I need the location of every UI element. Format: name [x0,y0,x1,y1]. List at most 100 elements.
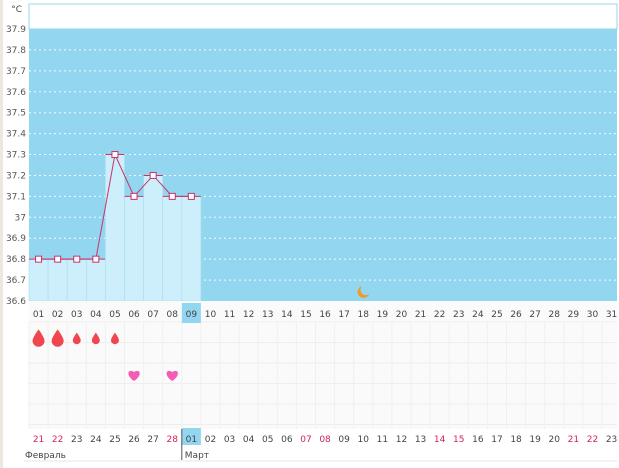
cycle-day-label[interactable]: 25 [491,310,502,320]
blood-drop-icon [91,332,100,345]
cycle-day-label[interactable]: 10 [205,310,217,320]
plot-header-area [28,3,618,30]
calendar-date-label[interactable]: 06 [281,435,293,445]
calendar-date-label[interactable]: 12 [396,435,407,445]
y-tick-label: 37.6 [6,88,26,98]
cycle-day-label[interactable]: 29 [568,310,580,320]
cycle-day-label[interactable]: 13 [262,310,273,320]
calendar-date-label[interactable]: 23 [606,435,617,445]
temperature-point[interactable] [149,171,157,179]
cycle-day-label[interactable]: 01 [33,310,44,320]
temperature-bar[interactable] [66,258,87,302]
calendar-date-label[interactable]: 22 [587,435,598,445]
cycle-day-label[interactable]: 05 [109,310,120,320]
calendar-date-label[interactable]: 19 [529,435,541,445]
y-tick-label: 36.6 [6,297,26,307]
cycle-day-label[interactable]: 09 [186,310,198,320]
temperature-point[interactable] [130,192,138,200]
cycle-day-label[interactable]: 12 [243,310,254,320]
cycle-day-label[interactable]: 26 [510,310,522,320]
left-border [0,0,3,468]
y-tick-label: 37 [15,213,26,223]
heart-icon [166,370,178,381]
calendar-date-label[interactable]: 03 [224,435,235,445]
month-label: Март [185,451,209,461]
cycle-day-label[interactable]: 27 [529,310,540,320]
temperature-bar[interactable] [86,258,106,302]
temperature-point[interactable] [168,192,176,200]
calendar-date-label[interactable]: 16 [472,435,484,445]
blood-drop-icon [32,329,45,347]
temperature-bar[interactable] [28,258,49,302]
calendar-date-label[interactable]: 24 [90,435,102,445]
calendar-date-label[interactable]: 15 [453,435,464,445]
calendar-date-label[interactable]: 28 [167,435,179,445]
calendar-date-label[interactable]: 21 [33,435,44,445]
cycle-day-label[interactable]: 20 [396,310,408,320]
calendar-date-label[interactable]: 17 [491,435,502,445]
cycle-day-label[interactable]: 07 [147,310,158,320]
moon-icon [357,286,370,298]
cycle-day-label[interactable]: 18 [358,310,370,320]
y-tick-label: 37.1 [6,192,26,202]
calendar-date-label[interactable]: 18 [510,435,522,445]
calendar-date-label[interactable]: 09 [338,435,350,445]
temperature-point[interactable] [54,255,62,263]
y-tick-label: 37.5 [6,109,26,119]
calendar-date-label[interactable]: 01 [186,435,197,445]
temperature-bar[interactable] [47,258,68,302]
cycle-day-label[interactable]: 04 [90,310,102,320]
cycle-day-label[interactable]: 14 [281,310,293,320]
cycle-day-label[interactable]: 21 [415,310,426,320]
cycle-day-label[interactable]: 19 [377,310,389,320]
calendar-date-label[interactable]: 21 [568,435,579,445]
cycle-day-label[interactable]: 02 [52,310,63,320]
cycle-day-label[interactable]: 22 [434,310,445,320]
calendar-date-label[interactable]: 25 [109,435,120,445]
calendar-date-label[interactable]: 13 [415,435,426,445]
month-label: Февраль [25,451,66,461]
cycle-day-label[interactable]: 08 [167,310,179,320]
temperature-bar[interactable] [181,196,202,302]
y-tick-label: 36.8 [6,255,26,265]
calendar-date-label[interactable]: 08 [319,435,331,445]
calendar-date-label[interactable]: 23 [71,435,82,445]
temperature-point[interactable] [73,255,81,263]
cycle-day-label[interactable]: 30 [587,310,599,320]
temperature-point[interactable] [111,151,119,159]
temperature-bar[interactable] [105,154,125,302]
cycle-day-label[interactable]: 11 [224,310,235,320]
calendar-date-label[interactable]: 10 [358,435,370,445]
cycle-day-label[interactable]: 28 [549,310,561,320]
heart-icon [128,370,140,381]
cycle-day-label[interactable]: 31 [606,310,617,320]
cycle-day-label[interactable]: 16 [319,310,331,320]
cycle-day-label[interactable]: 06 [128,310,140,320]
calendar-date-label[interactable]: 27 [147,435,158,445]
calendar-date-label[interactable]: 26 [128,435,140,445]
cycle-day-label[interactable]: 23 [453,310,464,320]
temperature-bar[interactable] [143,175,164,302]
temperature-bar[interactable] [124,196,144,302]
temperature-point[interactable] [92,255,100,263]
y-tick-label: 37.7 [6,67,26,77]
cycle-day-label[interactable]: 17 [338,310,349,320]
calendar-date-label[interactable]: 14 [434,435,446,445]
temperature-point[interactable] [35,255,43,263]
calendar-date-label[interactable]: 05 [262,435,273,445]
calendar-date-label[interactable]: 11 [377,435,388,445]
temperature-bar[interactable] [162,196,183,302]
temperature-point[interactable] [187,192,195,200]
calendar-date-label[interactable]: 02 [205,435,216,445]
blood-drop-icon [110,332,119,345]
calendar-date-label[interactable]: 22 [52,435,63,445]
cycle-day-label[interactable]: 24 [472,310,484,320]
cycle-day-label[interactable]: 15 [300,310,311,320]
cycle-day-label[interactable]: 03 [71,310,82,320]
calendar-date-label[interactable]: 20 [549,435,561,445]
unit-label: °C [11,5,22,15]
calendar-date-label[interactable]: 04 [243,435,255,445]
calendar-date-label[interactable]: 07 [300,435,311,445]
y-tick-label: 36.9 [6,234,26,244]
